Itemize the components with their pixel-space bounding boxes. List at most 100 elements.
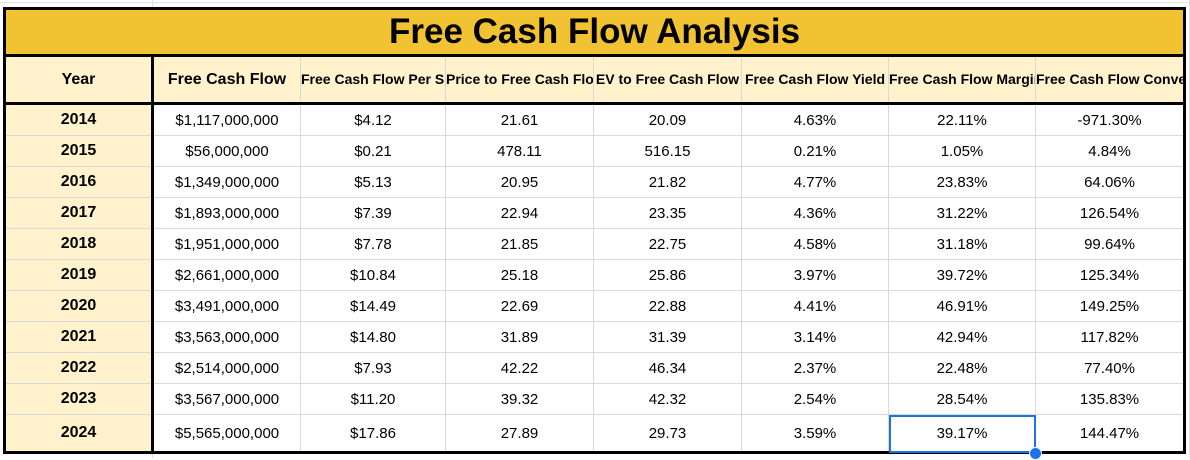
cell-fcf-per-share[interactable]: $14.80	[300, 321, 446, 353]
cell-price-to-fcf[interactable]: 42.22	[445, 352, 594, 384]
cell-free-cash-flow[interactable]: $1,893,000,000	[152, 197, 301, 229]
cell-year[interactable]: 2014	[3, 103, 154, 136]
cell-year[interactable]: 2016	[3, 166, 154, 198]
cell-year[interactable]: 2024	[3, 414, 154, 454]
cell-fcf-yield[interactable]: 3.97%	[741, 259, 889, 291]
cell-year[interactable]: 2020	[3, 290, 154, 322]
cell-year[interactable]: 2018	[3, 228, 154, 260]
cell-fcf-per-share[interactable]: $0.21	[300, 135, 446, 167]
column-header-fcf-margin[interactable]: Free Cash Flow Margin	[888, 55, 1036, 105]
cell-fcf-margin[interactable]: 22.11%	[888, 103, 1036, 136]
cell-fcf-margin[interactable]: 22.48%	[888, 352, 1036, 384]
cell-fcf-per-share[interactable]: $7.39	[300, 197, 446, 229]
cell-fcf-conversion[interactable]: 4.84%	[1034, 135, 1187, 167]
cell-fcf-per-share[interactable]: $17.86	[300, 414, 446, 454]
cell-fcf-yield[interactable]: 4.41%	[741, 290, 889, 322]
cell-year[interactable]: 2023	[3, 383, 154, 415]
cell-ev-to-fcf[interactable]: 22.88	[593, 290, 742, 322]
cell-free-cash-flow[interactable]: $3,567,000,000	[152, 383, 301, 415]
cell-fcf-conversion[interactable]: -971.30%	[1034, 103, 1187, 136]
cell-fcf-conversion[interactable]: 99.64%	[1034, 228, 1187, 260]
cell-price-to-fcf[interactable]: 25.18	[445, 259, 594, 291]
cell-ev-to-fcf[interactable]: 20.09	[593, 103, 742, 136]
cell-fcf-yield[interactable]: 2.54%	[741, 383, 889, 415]
cell-fcf-per-share[interactable]: $14.49	[300, 290, 446, 322]
cell-fcf-yield[interactable]: 3.14%	[741, 321, 889, 353]
cell-year[interactable]: 2017	[3, 197, 154, 229]
cell-free-cash-flow[interactable]: $2,514,000,000	[152, 352, 301, 384]
cell-year[interactable]: 2019	[3, 259, 154, 291]
cell-fcf-yield[interactable]: 4.77%	[741, 166, 889, 198]
cell-fcf-conversion[interactable]: 126.54%	[1034, 197, 1187, 229]
cell-price-to-fcf[interactable]: 22.69	[445, 290, 594, 322]
cell-price-to-fcf[interactable]: 27.89	[445, 414, 594, 454]
cell-ev-to-fcf[interactable]: 46.34	[593, 352, 742, 384]
cell-price-to-fcf[interactable]: 21.61	[445, 103, 594, 136]
cell-ev-to-fcf[interactable]: 516.15	[593, 135, 742, 167]
cell-fcf-conversion[interactable]: 125.34%	[1034, 259, 1187, 291]
cell-fcf-per-share[interactable]: $5.13	[300, 166, 446, 198]
cell-free-cash-flow[interactable]: $5,565,000,000	[152, 414, 301, 454]
cell-ev-to-fcf[interactable]: 22.75	[593, 228, 742, 260]
table-row: 2016 $1,349,000,000 $5.13 20.95 21.82 4.77% 23…	[3, 166, 1187, 198]
cell-year[interactable]: 2021	[3, 321, 154, 353]
cell-fcf-margin[interactable]: 1.05%	[888, 135, 1036, 167]
cell-fcf-per-share[interactable]: $10.84	[300, 259, 446, 291]
cell-fcf-margin[interactable]: 46.91%	[888, 290, 1036, 322]
cell-fcf-yield[interactable]: 3.59%	[741, 414, 889, 454]
column-header-fcf-yield[interactable]: Free Cash Flow Yield	[741, 55, 889, 105]
cell-fcf-per-share[interactable]: $7.93	[300, 352, 446, 384]
cell-fcf-per-share[interactable]: $4.12	[300, 103, 446, 136]
table-title[interactable]: Free Cash Flow Analysis	[2, 7, 1187, 57]
cell-fcf-yield[interactable]: 2.37%	[741, 352, 889, 384]
cell-ev-to-fcf[interactable]: 29.73	[593, 414, 742, 454]
cell-fcf-per-share[interactable]: $7.78	[300, 228, 446, 260]
cell-ev-to-fcf[interactable]: 23.35	[593, 197, 742, 229]
cell-free-cash-flow[interactable]: $3,563,000,000	[152, 321, 301, 353]
cell-fcf-margin[interactable]: 31.22%	[888, 197, 1036, 229]
cell-fcf-margin[interactable]: 39.72%	[888, 259, 1036, 291]
cell-fcf-conversion[interactable]: 64.06%	[1034, 166, 1187, 198]
cell-ev-to-fcf[interactable]: 25.86	[593, 259, 742, 291]
cell-fcf-yield[interactable]: 0.21%	[741, 135, 889, 167]
cell-free-cash-flow[interactable]: $3,491,000,000	[152, 290, 301, 322]
cell-fcf-margin[interactable]: 28.54%	[888, 383, 1036, 415]
cell-ev-to-fcf[interactable]: 31.39	[593, 321, 742, 353]
cell-fcf-conversion[interactable]: 144.47%	[1034, 414, 1187, 454]
cell-free-cash-flow[interactable]: $1,349,000,000	[152, 166, 301, 198]
table-row: 2021 $3,563,000,000 $14.80 31.89 31.39 3.14% 4…	[3, 321, 1187, 353]
column-header-price-to-fcf[interactable]: Price to Free Cash Flows Ratio	[445, 55, 594, 105]
cell-fcf-margin[interactable]: 23.83%	[888, 166, 1036, 198]
cell-fcf-conversion[interactable]: 117.82%	[1034, 321, 1187, 353]
cell-ev-to-fcf[interactable]: 42.32	[593, 383, 742, 415]
cell-fcf-margin[interactable]: 42.94%	[888, 321, 1036, 353]
cell-free-cash-flow[interactable]: $1,117,000,000	[152, 103, 301, 136]
cell-fcf-conversion[interactable]: 77.40%	[1034, 352, 1187, 384]
cell-fcf-yield[interactable]: 4.36%	[741, 197, 889, 229]
selection-fill-handle[interactable]	[1029, 447, 1042, 460]
column-header-fcf-conversion[interactable]: Free Cash Flow Conversion	[1034, 55, 1187, 105]
cell-year[interactable]: 2022	[3, 352, 154, 384]
cell-price-to-fcf[interactable]: 20.95	[445, 166, 594, 198]
cell-fcf-margin[interactable]: 39.17%	[888, 414, 1036, 454]
cell-free-cash-flow[interactable]: $2,661,000,000	[152, 259, 301, 291]
cell-price-to-fcf[interactable]: 31.89	[445, 321, 594, 353]
cell-fcf-per-share[interactable]: $11.20	[300, 383, 446, 415]
cell-fcf-margin[interactable]: 31.18%	[888, 228, 1036, 260]
cell-year[interactable]: 2015	[3, 135, 154, 167]
cell-free-cash-flow[interactable]: $56,000,000	[152, 135, 301, 167]
cell-fcf-yield[interactable]: 4.63%	[741, 103, 889, 136]
column-header-year[interactable]: Year	[3, 55, 154, 105]
cell-fcf-conversion[interactable]: 135.83%	[1034, 383, 1187, 415]
column-header-fcf-per-share[interactable]: Free Cash Flow Per Share	[300, 55, 446, 105]
column-header-ev-to-fcf[interactable]: EV to Free Cash Flow	[593, 55, 742, 105]
column-header-free-cash-flow[interactable]: Free Cash Flow	[152, 55, 301, 105]
cell-price-to-fcf[interactable]: 22.94	[445, 197, 594, 229]
cell-fcf-conversion[interactable]: 149.25%	[1034, 290, 1187, 322]
cell-price-to-fcf[interactable]: 478.11	[445, 135, 594, 167]
cell-price-to-fcf[interactable]: 21.85	[445, 228, 594, 260]
cell-price-to-fcf[interactable]: 39.32	[445, 383, 594, 415]
cell-fcf-yield[interactable]: 4.58%	[741, 228, 889, 260]
cell-ev-to-fcf[interactable]: 21.82	[593, 166, 742, 198]
cell-free-cash-flow[interactable]: $1,951,000,000	[152, 228, 301, 260]
